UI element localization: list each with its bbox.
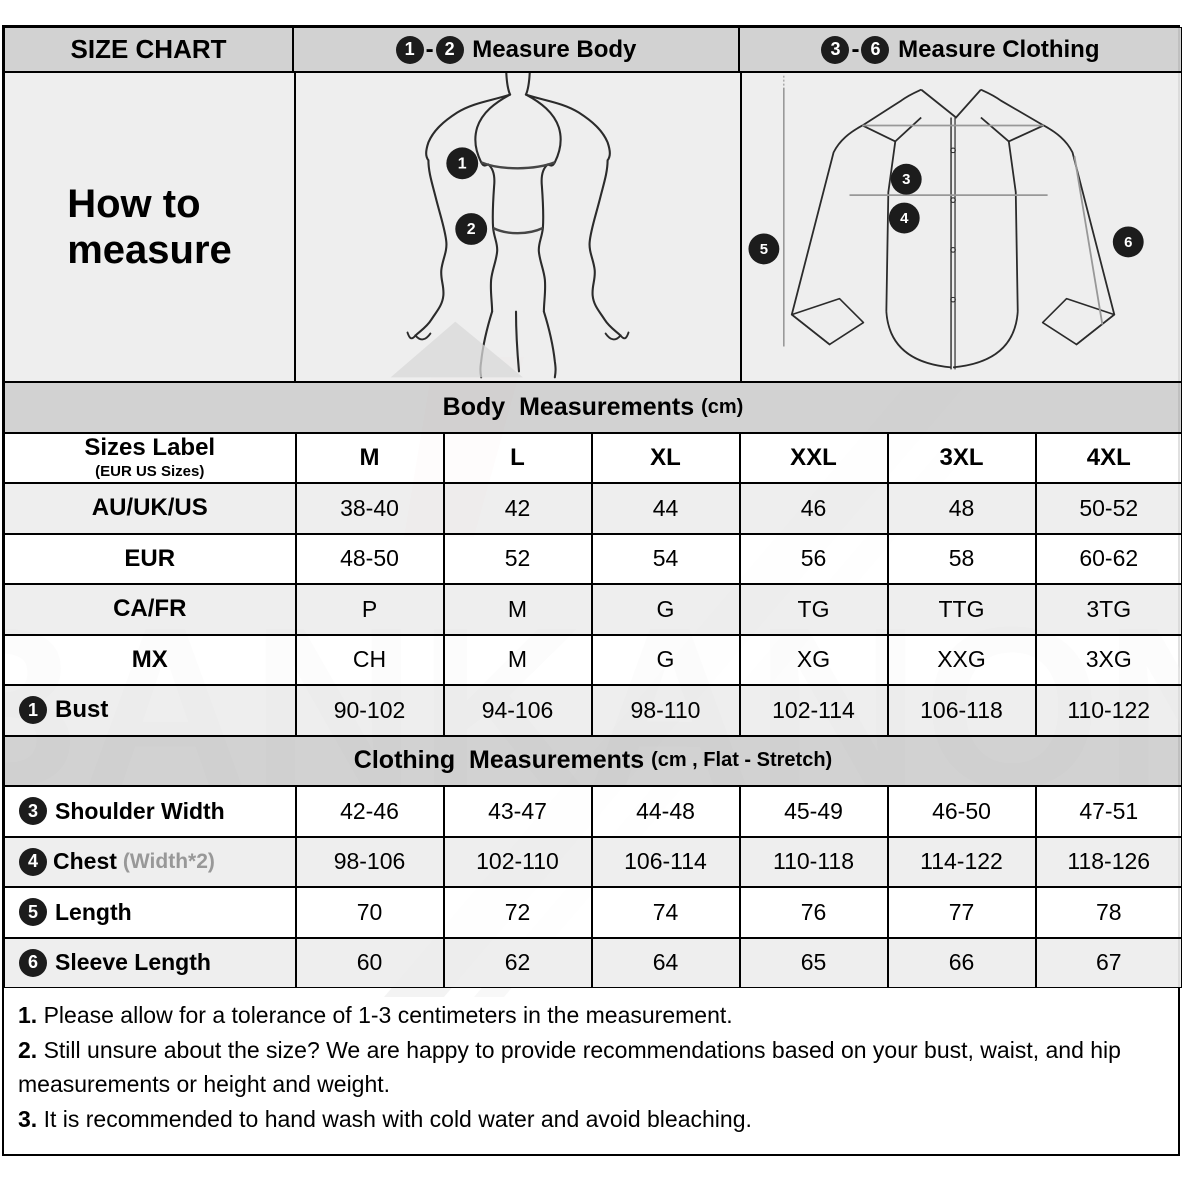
svg-text:2: 2 <box>467 221 476 238</box>
svg-text:3: 3 <box>902 171 910 188</box>
svg-text:5: 5 <box>760 241 768 258</box>
svg-text:1: 1 <box>458 155 467 172</box>
svg-text:6: 6 <box>1124 234 1132 251</box>
svg-text:4: 4 <box>900 210 909 227</box>
